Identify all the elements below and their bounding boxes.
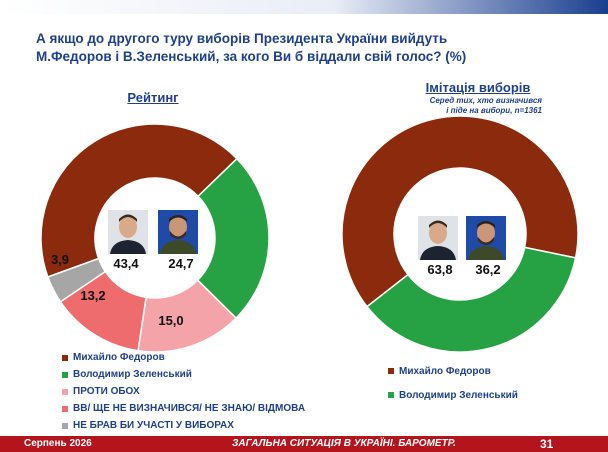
title-line-1: А якщо до другого туру виборів Президент…: [36, 31, 448, 46]
legend-item-fedorov: Михайло Федоров: [62, 349, 305, 366]
top-banner: [0, 0, 608, 14]
legend-swatch-zelensky: [62, 371, 68, 378]
legend-swatch-both-against: [62, 388, 68, 395]
legend-label-fedorov: Михайло Федоров: [73, 352, 165, 363]
legend-item-undecided: ВВ/ ЩЕ НЕ ВИЗНАЧИВСЯ/ НЕ ЗНАЮ/ ВІДМОВА: [62, 400, 305, 417]
legend-item-zelensky-right: Володимир Зеленський: [388, 383, 518, 407]
legend-swatch-undecided: [62, 405, 68, 412]
legend-label-zelensky: Володимир Зеленський: [73, 369, 192, 380]
donut-0-label-1: 24,7: [168, 256, 193, 271]
donut-0-label-3: 13,2: [80, 288, 105, 303]
imitation-subtitle-line-2: і піде на вибори, n=1361: [446, 106, 542, 115]
legend-label-undecided: ВВ/ ЩЕ НЕ ВИЗНАЧИВСЯ/ НЕ ЗНАЮ/ ВІДМОВА: [73, 403, 306, 414]
imitation-legend: Михайло Федоров Володимир Зеленський: [388, 359, 518, 407]
legend-label-fedorov-right: Михайло Федоров: [399, 365, 491, 377]
donut-0-label-2: 15,0: [158, 313, 183, 328]
donut-1-slice-1: [365, 246, 577, 353]
donut-1-label-0: 63,8: [427, 262, 452, 277]
rating-legend: Михайло Федоров Володимир Зеленський ПРО…: [62, 349, 305, 434]
legend-label-both-against: ПРОТИ ОБОХ: [73, 386, 140, 397]
page-title: А якщо до другого туру виборів Президент…: [36, 30, 556, 66]
fedorov-photo-right: [418, 216, 458, 260]
donut-1-label-1: 36,2: [475, 262, 500, 277]
legend-item-no-vote: НЕ БРАВ БИ УЧАСТІ У ВИБОРАХ: [62, 417, 305, 434]
imitation-chart-title: Імітація виборів: [425, 80, 531, 95]
legend-swatch-fedorov: [62, 354, 68, 361]
legend-swatch-no-vote: [62, 422, 68, 429]
zelensky-photo-left: [158, 210, 198, 254]
page-number: 31: [540, 437, 554, 451]
legend-label-zelensky-right: Володимир Зеленський: [399, 389, 518, 401]
donut-0-slice-0: [40, 123, 238, 278]
title-line-2: М.Федоров і В.Зеленський, за кого Ви б в…: [36, 49, 467, 64]
legend-label-no-vote: НЕ БРАВ БИ УЧАСТІ У ВИБОРАХ: [73, 420, 234, 431]
imitation-subtitle-line-1: Серед тих, хто визначився: [429, 96, 542, 105]
legend-item-fedorov-right: Михайло Федоров: [388, 359, 518, 383]
legend-item-zelensky: Володимир Зеленський: [62, 366, 305, 383]
donut-1-slice-0: [341, 115, 579, 308]
footer-caption: ЗАГАЛЬНА СИТУАЦІЯ В УКРАЇНІ. БАРОМЕТР.: [232, 438, 456, 449]
legend-item-both-against: ПРОТИ ОБОХ: [62, 383, 305, 400]
footer-date: Серпень 2026: [24, 438, 92, 449]
rating-chart-title: Рейтинг: [127, 90, 179, 105]
fedorov-photo-left: [108, 210, 148, 254]
legend-swatch-zelensky-right: [388, 392, 394, 398]
donut-0-slice-4: [46, 257, 107, 303]
zelensky-photo-right: [466, 216, 506, 260]
donut-0-label-4: 3,9: [51, 252, 69, 267]
footer-bar: Серпень 2026 ЗАГАЛЬНА СИТУАЦІЯ В УКРАЇНІ…: [0, 436, 608, 452]
donut-0-slice-1: [196, 157, 270, 320]
donut-0-label-0: 43,4: [113, 256, 139, 271]
imitation-chart-subtitle: Серед тих, хто визначився і піде на вибо…: [380, 96, 542, 116]
legend-swatch-fedorov-right: [388, 368, 394, 374]
